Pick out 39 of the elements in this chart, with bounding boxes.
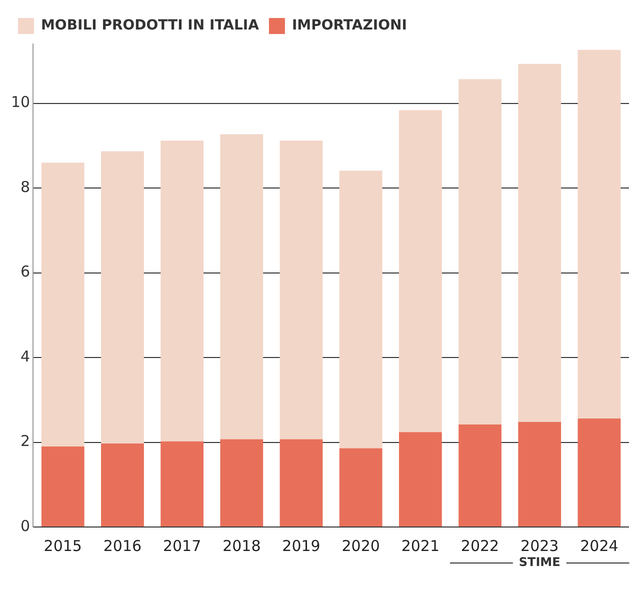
bar (578, 50, 621, 419)
bar (220, 439, 264, 526)
text: STIME (518, 555, 560, 570)
bar (398, 432, 442, 526)
x-tick-label: 2018 (222, 536, 261, 555)
bar (160, 441, 204, 526)
bar (160, 140, 204, 442)
y-tick-label: 2 (20, 432, 30, 450)
bar (518, 422, 562, 526)
x-tick-label: 2022 (460, 536, 500, 555)
y-tick-label: 4 (20, 347, 30, 366)
bar (101, 151, 144, 444)
bar (339, 448, 382, 526)
bar (41, 446, 84, 526)
bar (339, 170, 382, 448)
legend-label: IMPORTAZIONI (292, 18, 407, 34)
bar (458, 79, 502, 424)
y-tick-label: 8 (20, 178, 30, 196)
x-tick-label: 2020 (342, 536, 380, 555)
bar (398, 110, 442, 432)
x-tick-label: 2019 (282, 536, 320, 555)
legend-label: MOBILI PRODOTTI IN ITALIA (41, 18, 260, 34)
bar (220, 134, 264, 440)
bar (101, 444, 144, 526)
bar (280, 140, 323, 440)
bar (41, 162, 84, 446)
bar (518, 64, 562, 422)
bar (458, 424, 502, 526)
x-tick-label: 2015 (44, 536, 82, 555)
y-tick-label: 6 (20, 262, 30, 281)
x-tick-label: 2023 (520, 536, 559, 555)
x-tick-label: 2021 (401, 536, 440, 555)
bar (578, 418, 621, 526)
x-tick-label: 2024 (580, 536, 618, 555)
x-tick-label: 2016 (103, 536, 142, 555)
y-tick-label: 10 (10, 93, 30, 112)
bar (280, 439, 323, 526)
x-tick-label: 2017 (162, 536, 202, 555)
y-tick-label: 0 (20, 516, 30, 535)
